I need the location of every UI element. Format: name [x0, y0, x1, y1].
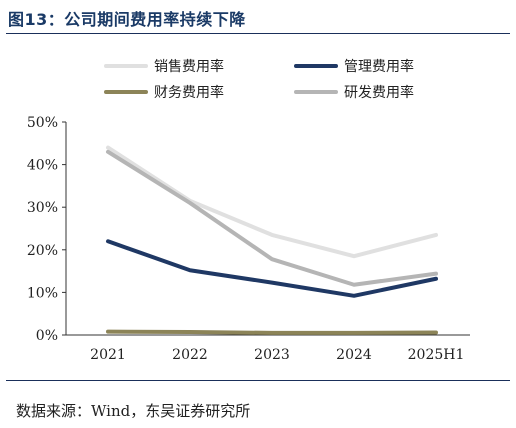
y-tick-label: 50%: [27, 115, 58, 131]
legend-label: 管理费用率: [344, 58, 414, 75]
title-rule: [6, 33, 510, 34]
series-line-1: [106, 145, 438, 259]
series-line-4: [106, 149, 438, 287]
series-line-2: [106, 239, 438, 298]
y-tick-label: 10%: [27, 285, 58, 301]
x-tick-label: 2025H1: [408, 347, 465, 363]
source-note: 数据来源：Wind，东吴证券研究所: [16, 402, 251, 420]
legend-label: 销售费用率: [154, 58, 224, 75]
y-tick-label: 30%: [27, 200, 58, 216]
y-tick-label: 0%: [36, 328, 58, 344]
legend-label: 财务费用率: [154, 84, 224, 101]
x-tick-label: 2022: [172, 347, 208, 363]
line-chart: 0% 10% 20% 30% 40% 50% 2021 2022 2023 2024 2025H1 销…: [27, 58, 470, 363]
y-tick-label: 40%: [27, 158, 58, 174]
x-tick-label: 2023: [254, 347, 290, 363]
figure-title: 图13：公司期间费用率持续下降: [8, 10, 246, 29]
series-line-3: [106, 329, 438, 335]
x-tick-label: 2024: [336, 347, 372, 363]
source-rule: [6, 380, 510, 381]
legend-label: 研发费用率: [344, 84, 414, 101]
x-tick-label: 2021: [90, 347, 126, 363]
y-tick-label: 20%: [27, 243, 58, 259]
